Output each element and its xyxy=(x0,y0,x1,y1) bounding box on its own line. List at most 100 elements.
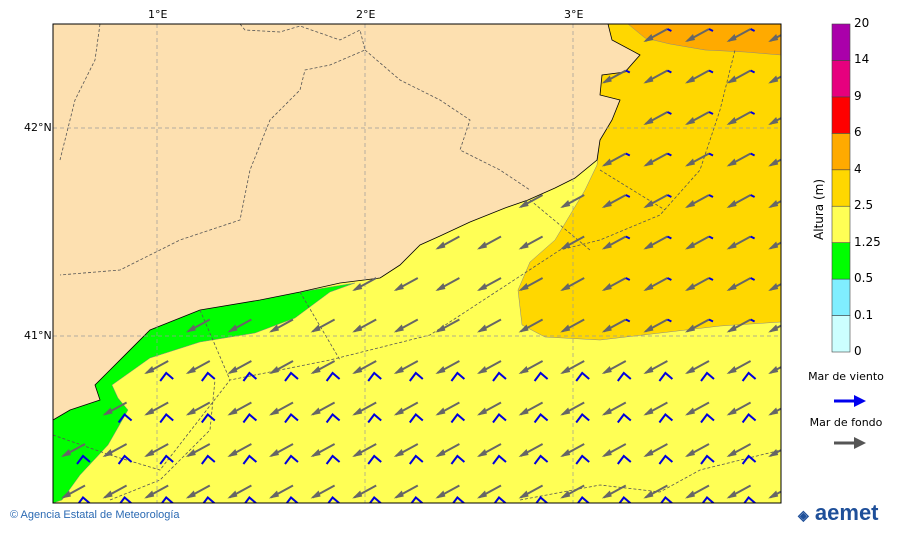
wind-sea-arrow xyxy=(792,195,796,197)
swell-arrow xyxy=(227,484,252,499)
swell-arrow xyxy=(518,401,544,416)
wind-sea-arrow xyxy=(625,194,631,198)
borders xyxy=(53,24,781,501)
wind-sea-arrow xyxy=(117,413,133,424)
swell-arrow xyxy=(477,360,502,374)
wind-sea-arrow xyxy=(492,413,507,424)
wind-sea-arrow xyxy=(750,194,756,198)
wind-sea-arrow xyxy=(76,454,91,465)
swell-arrow xyxy=(435,235,460,250)
wind-sea-arrow xyxy=(792,71,796,73)
swell-arrow xyxy=(685,194,710,208)
swell-arrow xyxy=(269,318,294,333)
swell-arrow-icon xyxy=(834,437,866,449)
swell-arrow xyxy=(768,33,781,42)
swell-arrow xyxy=(726,443,752,457)
swell-arrow xyxy=(227,443,252,457)
footer-credit: © Agencia Estatal de Meteorología xyxy=(10,509,180,521)
wind-sea-arrow xyxy=(750,277,756,281)
swell-arrow xyxy=(643,484,668,499)
swell-arrow xyxy=(726,277,752,291)
wind-sea-arrow xyxy=(708,69,714,74)
swell-arrow xyxy=(185,443,211,457)
swell-arrow xyxy=(518,360,544,374)
wind-sea-arrow xyxy=(625,152,631,157)
wind-sea-arrow xyxy=(367,454,382,465)
wind-sea-arrow xyxy=(666,111,672,115)
swell-arrow xyxy=(310,318,336,333)
wind-sea-arrow xyxy=(750,69,756,74)
swell-arrow xyxy=(227,360,252,374)
wind-sea-arrow xyxy=(658,413,674,424)
swell-arrow xyxy=(185,401,211,416)
wind-sea-arrow xyxy=(450,454,466,465)
wind-sea-arrow xyxy=(658,454,674,465)
wind-sea-arrow xyxy=(201,371,216,382)
swell-arrow xyxy=(643,69,668,84)
swell-arrow xyxy=(768,158,781,167)
wind-sea-arrow xyxy=(492,371,507,382)
wind-sea-arrow xyxy=(408,371,424,382)
swell-arrow xyxy=(393,360,419,374)
swell-arrow xyxy=(352,401,377,416)
swell-arrow xyxy=(643,152,668,167)
wind-sea-arrow xyxy=(408,413,424,424)
swell-arrow xyxy=(435,360,460,374)
swell-arrow xyxy=(560,277,585,291)
swell-arrow xyxy=(768,407,781,416)
swell-arrow xyxy=(518,443,544,457)
wind-sea-arrow xyxy=(242,413,258,424)
swell-arrow xyxy=(310,443,336,457)
wind-sea-arrow xyxy=(242,454,258,465)
swell-arrow xyxy=(768,75,781,84)
swell-arrow xyxy=(560,401,585,416)
wind-sea-arrow xyxy=(792,154,796,156)
swell-arrow xyxy=(768,490,781,499)
wind-sea-arrow xyxy=(750,318,756,323)
swell-arrow xyxy=(685,277,710,291)
colorbar-segment xyxy=(831,96,851,134)
colorbar-segment xyxy=(831,242,851,280)
swell-arrow xyxy=(643,277,668,291)
wind-sea-arrow xyxy=(325,371,341,382)
swell-arrow xyxy=(352,318,377,333)
swell-arrow xyxy=(768,282,781,291)
lon-label: 3°E xyxy=(564,8,584,21)
swell-arrow xyxy=(768,324,781,333)
wind-sea-arrow xyxy=(708,152,714,157)
colorbar-tick: 9 xyxy=(854,88,862,103)
wind-sea-arrow xyxy=(750,152,756,157)
swell-arrow xyxy=(726,28,752,42)
swell-arrow xyxy=(185,484,211,499)
swell-arrow xyxy=(601,484,627,499)
swell-arrow xyxy=(726,484,752,499)
swell-arrow xyxy=(685,443,710,457)
wind-sea-arrow xyxy=(750,111,756,115)
wind-sea-arrow xyxy=(575,413,590,424)
swell-arrow xyxy=(435,484,460,499)
swell-arrow xyxy=(643,28,668,42)
wind-sea-arrow xyxy=(708,194,714,198)
wind-sea-arrow xyxy=(792,29,796,31)
wind-sea-arrow xyxy=(625,277,631,281)
colorbar-segment xyxy=(831,315,851,353)
swell-arrow xyxy=(477,443,502,457)
swell-arrow xyxy=(269,360,294,374)
swell-arrow xyxy=(601,318,627,333)
swell-arrow xyxy=(477,318,502,333)
swell-arrow xyxy=(61,484,86,499)
swell-arrow xyxy=(393,443,419,457)
wind-sea-arrow xyxy=(666,318,672,323)
swell-arrow xyxy=(269,443,294,457)
swell-arrow xyxy=(685,360,710,374)
swell-arrow xyxy=(227,318,252,333)
swell-arrow xyxy=(643,443,668,457)
swell-arrow xyxy=(144,443,169,457)
swell-arrow xyxy=(601,194,627,208)
wind-sea-arrow xyxy=(666,28,672,32)
swell-arrow xyxy=(393,484,419,499)
wind-sea-arrow xyxy=(242,371,258,382)
colorbar-tick: 0 xyxy=(854,344,862,358)
colorbar-segment xyxy=(831,60,851,98)
